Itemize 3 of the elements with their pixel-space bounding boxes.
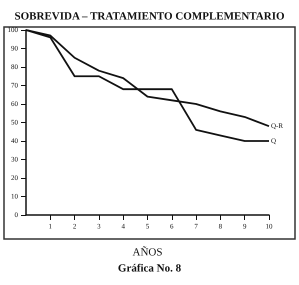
text: Gráfica No. 8 <box>118 262 182 274</box>
x-axis-title: AÑOS <box>132 246 162 258</box>
chart-title: SOBREVIDA – TRATAMIENTO COMPLEMENTARIO <box>14 10 285 22</box>
